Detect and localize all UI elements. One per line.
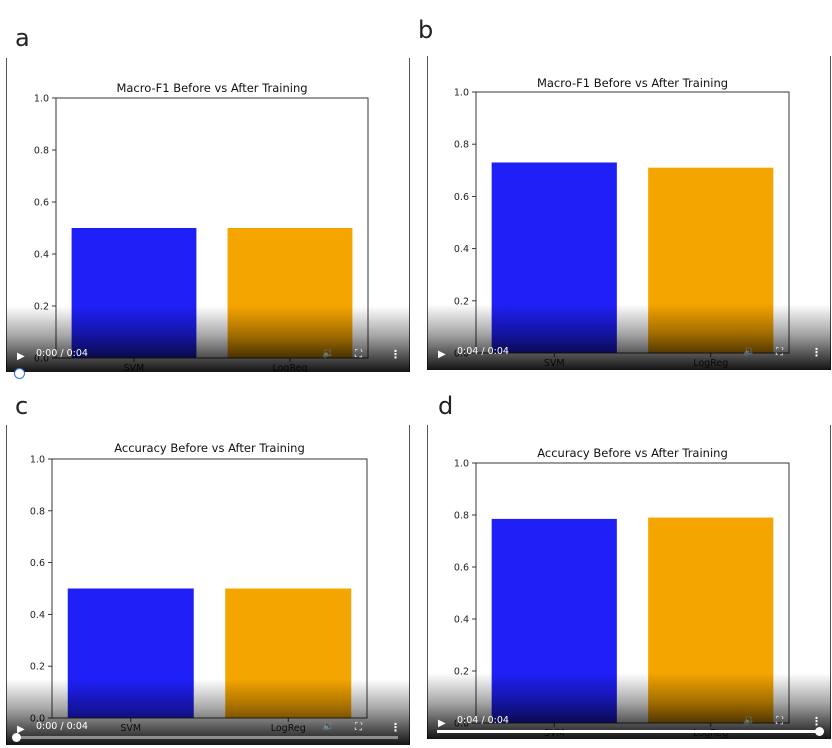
volume-icon[interactable]: 🔉 — [743, 715, 756, 726]
y-tick-label: 0.6 — [30, 558, 45, 569]
cursor-icon — [14, 368, 25, 379]
video-border — [427, 56, 428, 370]
video-player-d[interactable]: Accuracy Before vs After Training0.00.20… — [427, 425, 831, 739]
panel-label-a: a — [15, 24, 30, 52]
volume-icon[interactable]: 🔉 — [322, 348, 335, 359]
y-tick-label: 0.2 — [30, 662, 45, 673]
video-player-b[interactable]: Macro-F1 Before vs After Training0.00.20… — [427, 56, 831, 370]
chart-title: Accuracy Before vs After Training — [114, 441, 305, 455]
y-tick-label: 1.0 — [34, 94, 49, 105]
y-tick-label: 0.8 — [30, 506, 45, 517]
time-display: 0:00 / 0:04 — [36, 348, 88, 359]
y-tick-label: 0.4 — [454, 244, 469, 255]
y-tick-label: 1.0 — [30, 455, 45, 466]
video-player-a[interactable]: Macro-F1 Before vs After Training0.00.20… — [6, 58, 410, 372]
more-vert-icon[interactable]: ⋮ — [811, 346, 822, 359]
more-vert-icon[interactable]: ⋮ — [390, 348, 401, 361]
video-border — [409, 58, 410, 372]
chart-title: Macro-F1 Before vs After Training — [537, 76, 728, 90]
time-display: 0:04 / 0:04 — [457, 346, 509, 357]
progress-knob[interactable] — [12, 733, 21, 742]
progress-fill — [437, 730, 819, 733]
play-icon[interactable]: ▶ — [17, 351, 25, 362]
play-icon[interactable]: ▶ — [438, 718, 446, 729]
chart-title: Accuracy Before vs After Training — [537, 446, 728, 460]
progress-bar[interactable] — [437, 727, 824, 736]
fullscreen-icon[interactable]: ⛶ — [776, 347, 783, 358]
y-tick-label: 0.4 — [30, 610, 45, 621]
volume-icon[interactable]: 🔉 — [743, 346, 756, 357]
video-border — [409, 425, 410, 745]
time-display: 0:00 / 0:04 — [36, 721, 88, 732]
y-tick-label: 0.6 — [454, 192, 469, 203]
y-tick-label: 0.6 — [34, 198, 49, 209]
video-controls: ▶ 0:04 / 0:04 🔉 ⛶ ⋮ — [427, 304, 831, 370]
video-player-c[interactable]: Accuracy Before vs After Training0.00.20… — [6, 425, 410, 745]
video-controls: ▶ 0:00 / 0:04 🔉 ⛶ ⋮ — [6, 306, 410, 372]
more-vert-icon[interactable]: ⋮ — [811, 715, 822, 728]
y-tick-label: 0.4 — [454, 615, 469, 626]
video-border — [830, 56, 831, 370]
fullscreen-icon[interactable]: ⛶ — [355, 349, 362, 360]
time-display: 0:04 / 0:04 — [457, 715, 509, 726]
panel-label-d: d — [438, 392, 454, 420]
fullscreen-icon[interactable]: ⛶ — [776, 716, 783, 727]
volume-icon[interactable]: 🔉 — [322, 721, 335, 732]
y-tick-label: 1.0 — [454, 88, 469, 99]
video-border — [6, 58, 7, 372]
panel-label-c: c — [15, 392, 29, 420]
video-border — [427, 425, 428, 739]
play-icon[interactable]: ▶ — [17, 724, 25, 735]
chart-title: Macro-F1 Before vs After Training — [116, 81, 307, 95]
fullscreen-icon[interactable]: ⛶ — [355, 722, 362, 733]
y-tick-label: 0.2 — [454, 296, 469, 307]
y-tick-label: 0.8 — [454, 511, 469, 522]
y-tick-label: 0.2 — [454, 667, 469, 678]
video-controls: ▶ 0:04 / 0:04 🔉 ⛶ ⋮ — [427, 673, 831, 739]
y-tick-label: 0.8 — [34, 146, 49, 157]
y-tick-label: 0.8 — [454, 140, 469, 151]
panel-label-b: b — [418, 16, 434, 44]
y-tick-label: 1.0 — [454, 459, 469, 470]
video-border — [830, 425, 831, 739]
more-vert-icon[interactable]: ⋮ — [390, 721, 401, 734]
play-icon[interactable]: ▶ — [438, 349, 446, 360]
y-tick-label: 0.4 — [34, 250, 49, 261]
progress-bar[interactable] — [12, 733, 398, 742]
video-controls: ▶ 0:00 / 0:04 🔉 ⛶ ⋮ — [6, 679, 410, 745]
y-tick-label: 0.6 — [454, 563, 469, 574]
progress-knob[interactable] — [815, 727, 824, 736]
video-border — [6, 425, 7, 745]
